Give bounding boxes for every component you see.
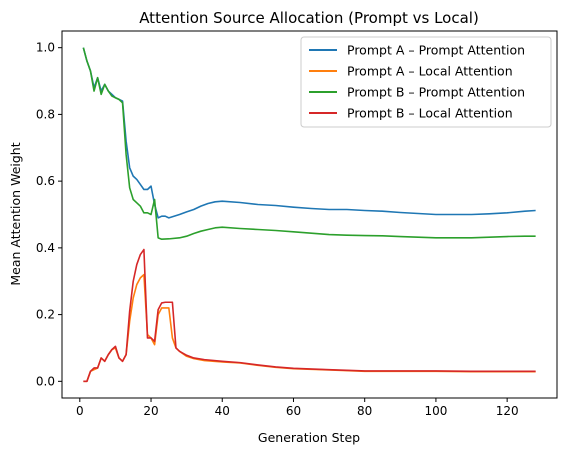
x-tick-label: 0 xyxy=(76,404,84,418)
legend-label-1: Prompt A – Prompt Attention xyxy=(347,43,525,58)
series-line-2 xyxy=(83,273,536,383)
legend-label-2: Prompt A – Local Attention xyxy=(347,64,513,79)
y-axis-ticks: 0.0 0.2 0.4 0.6 0.8 1.0 xyxy=(36,41,62,388)
x-tick-label: 80 xyxy=(357,404,372,418)
x-tick-label: 40 xyxy=(215,404,230,418)
y-tick-label: 1.0 xyxy=(36,41,55,55)
series-line-4 xyxy=(83,248,536,383)
legend-box xyxy=(300,36,552,128)
legend-label-3: Prompt B – Prompt Attention xyxy=(347,85,525,100)
y-tick-label: 0.6 xyxy=(36,174,55,188)
y-tick-label: 0.4 xyxy=(36,241,55,255)
y-tick-label: 0.2 xyxy=(36,308,55,322)
y-tick-label: 0.0 xyxy=(36,374,55,388)
plot-frame xyxy=(61,30,558,399)
x-tick-label: 100 xyxy=(424,404,447,418)
series-line-3 xyxy=(82,47,536,240)
y-tick-label: 0.8 xyxy=(36,107,55,121)
x-axis-ticks: 0 20 40 60 80 100 120 xyxy=(76,398,519,418)
x-tick-label: 60 xyxy=(286,404,301,418)
x-axis-label: Generation Step xyxy=(258,430,360,445)
series-line-1 xyxy=(82,47,536,219)
legend-label-4: Prompt B – Local Attention xyxy=(347,106,513,121)
legend: Prompt A – Prompt Attention Prompt A – Lo… xyxy=(300,36,552,128)
x-tick-label: 20 xyxy=(143,404,158,418)
y-axis-label: Mean Attention Weight xyxy=(8,142,23,285)
x-tick-label: 120 xyxy=(496,404,519,418)
chart-title: Attention Source Allocation (Prompt vs L… xyxy=(139,9,479,27)
plot-lines xyxy=(82,47,536,383)
